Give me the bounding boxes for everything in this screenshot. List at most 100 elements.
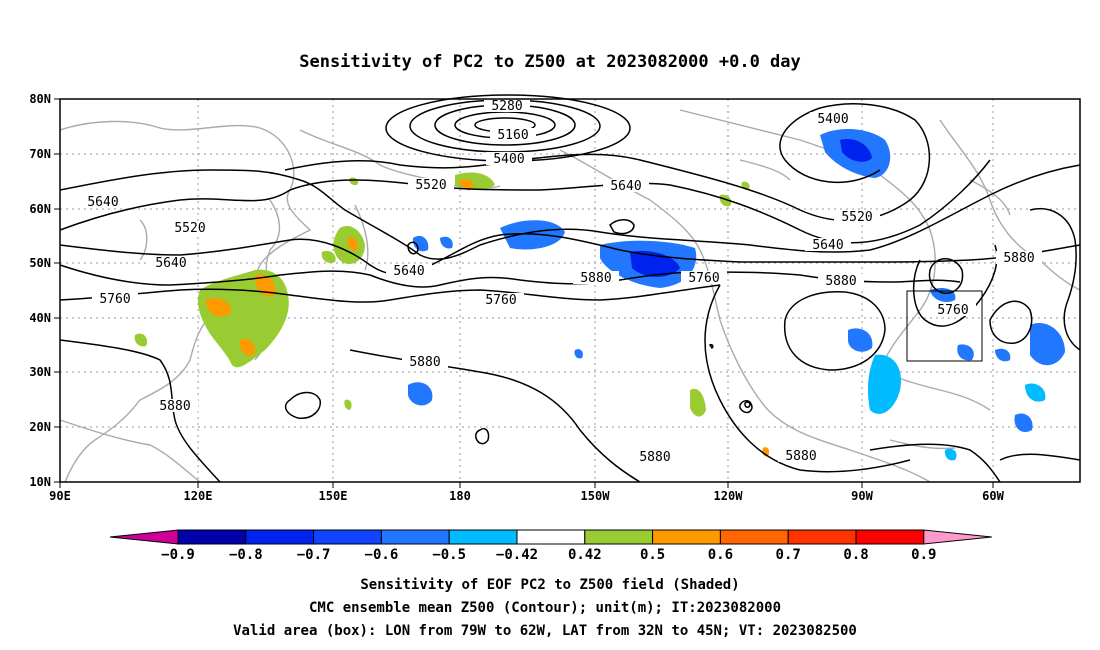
contour-label: 5160: [497, 128, 528, 143]
shade-negative: [930, 288, 956, 302]
lat-label: 50N: [29, 256, 51, 270]
map-title: Sensitivity of PC2 to Z500 at 2023082000…: [299, 52, 801, 72]
colorbar-label: −0.5: [432, 547, 466, 563]
shade-positive: [344, 399, 352, 410]
colorbar-swatch: [516, 529, 586, 545]
contour-label: 5640: [393, 264, 424, 279]
contour-label: 5760: [937, 303, 968, 318]
colorbar-label: 0.8: [843, 547, 868, 563]
contour-label: 5760: [485, 293, 516, 308]
map-frame: [59, 98, 1081, 483]
shade-negative: [412, 235, 429, 252]
contour-label: 5760: [99, 292, 130, 307]
colorbar-swatch: [245, 529, 315, 545]
sensitivity-shading: [134, 128, 1065, 461]
lat-label: 80N: [29, 92, 51, 106]
shade-negative: [848, 328, 873, 352]
shade-negative: [995, 348, 1011, 362]
colorbar-swatch: [855, 529, 925, 545]
shade-negative: [944, 448, 957, 461]
longitude-labels: 90E 120E 150E 180 150W 120W 90W 60W: [49, 489, 1004, 503]
footer-line-2: CMC ensemble mean Z500 (Contour); unit(m…: [309, 600, 781, 616]
contour-label: 5280: [491, 99, 522, 114]
shade-negative: [408, 382, 433, 406]
colorbar-label: 0.5: [640, 547, 665, 563]
shade-positive: [205, 298, 232, 317]
colorbar-label: 0.9: [911, 547, 936, 563]
contour-label: 5640: [610, 179, 641, 194]
footer-line-1: Sensitivity of EOF PC2 to Z500 field (Sh…: [360, 577, 739, 593]
contour-label: 5880: [159, 399, 190, 414]
lat-label: 20N: [29, 420, 51, 434]
contour-label: 5400: [493, 152, 524, 167]
colorbar-swatch: [380, 529, 450, 545]
colorbar-label: −0.42: [496, 547, 538, 563]
shade-negative: [1014, 413, 1033, 433]
colorbar-label: −0.8: [229, 547, 263, 563]
shade-negative: [574, 349, 583, 359]
colorbar-label: 0.7: [776, 547, 801, 563]
lon-label: 90W: [851, 489, 873, 503]
colorbar-arrow-left: [109, 529, 179, 545]
colorbar-swatch: [787, 529, 857, 545]
shade-positive: [321, 250, 336, 263]
lon-label: 120W: [714, 489, 744, 503]
shade-negative: [440, 236, 453, 249]
contour-label: 5880: [580, 271, 611, 286]
colorbar-swatch: [719, 529, 789, 545]
colorbar-swatch: [313, 529, 382, 545]
contour-label: 5520: [174, 221, 205, 236]
shade-positive: [459, 179, 474, 189]
axis-ticks: [54, 98, 994, 488]
shade-negative: [957, 344, 974, 361]
contour-label: 5400: [817, 112, 848, 127]
lat-label: 10N: [29, 475, 51, 489]
lat-label: 70N: [29, 147, 51, 161]
contour-label: 5520: [841, 210, 872, 225]
colorbar-swatch: [584, 529, 654, 545]
lat-label: 30N: [29, 365, 51, 379]
lat-label: 40N: [29, 311, 51, 325]
lon-label: 60W: [982, 489, 1004, 503]
colorbar-swatch: [652, 529, 721, 545]
lon-label: 120E: [184, 489, 213, 503]
contour-labels: 5280 5160 5400 5400 5520 5640 5640 5520 …: [80, 99, 1042, 465]
map-panel: 5280 5160 5400 5400 5520 5640 5640 5520 …: [59, 94, 1081, 483]
lat-label: 60N: [29, 202, 51, 216]
shade-positive: [719, 194, 732, 207]
colorbar-label: 0.42: [568, 547, 602, 563]
colorbar-label: 0.6: [708, 547, 733, 563]
lon-label: 90E: [49, 489, 71, 503]
shade-negative: [867, 354, 901, 414]
contour-label: 5640: [155, 256, 186, 271]
latitude-labels: 80N 70N 60N 50N 40N 30N 20N 10N: [29, 92, 51, 489]
contour-label: 5640: [87, 195, 118, 210]
contour-label: 5760: [688, 271, 719, 286]
colorbar-swatch: [448, 529, 518, 545]
shade-negative: [500, 220, 565, 250]
lon-label: 150E: [319, 489, 348, 503]
shade-negative: [1025, 383, 1046, 402]
valid-area-box: [906, 290, 983, 362]
contour-label: 5640: [812, 238, 843, 253]
shade-negative: [1030, 323, 1065, 366]
shade-positive: [239, 339, 256, 356]
shade-positive: [134, 333, 148, 347]
colorbar-arrow-right: [923, 529, 992, 545]
colorbar-label: −0.7: [297, 547, 331, 563]
colorbar: −0.9 −0.8 −0.7 −0.6 −0.5 −0.42 0.42 0.5 0.6 0.7 0.…: [109, 529, 992, 563]
colorbar-label: −0.6: [365, 547, 399, 563]
lon-label: 180: [449, 489, 471, 503]
contour-label: 5880: [639, 450, 670, 465]
shade-positive: [347, 237, 358, 251]
footer-line-3: Valid area (box): LON from 79W to 62W, L…: [233, 623, 857, 639]
shade-positive: [690, 388, 706, 417]
colorbar-swatch: [177, 529, 247, 545]
colorbar-label: −0.9: [161, 547, 195, 563]
lon-label: 150W: [581, 489, 611, 503]
contour-label: 5880: [825, 274, 856, 289]
contour-label: 5880: [409, 355, 440, 370]
contour-label: 5880: [785, 449, 816, 464]
contour-label: 5880: [1003, 251, 1034, 266]
shade-negative: [840, 139, 872, 162]
